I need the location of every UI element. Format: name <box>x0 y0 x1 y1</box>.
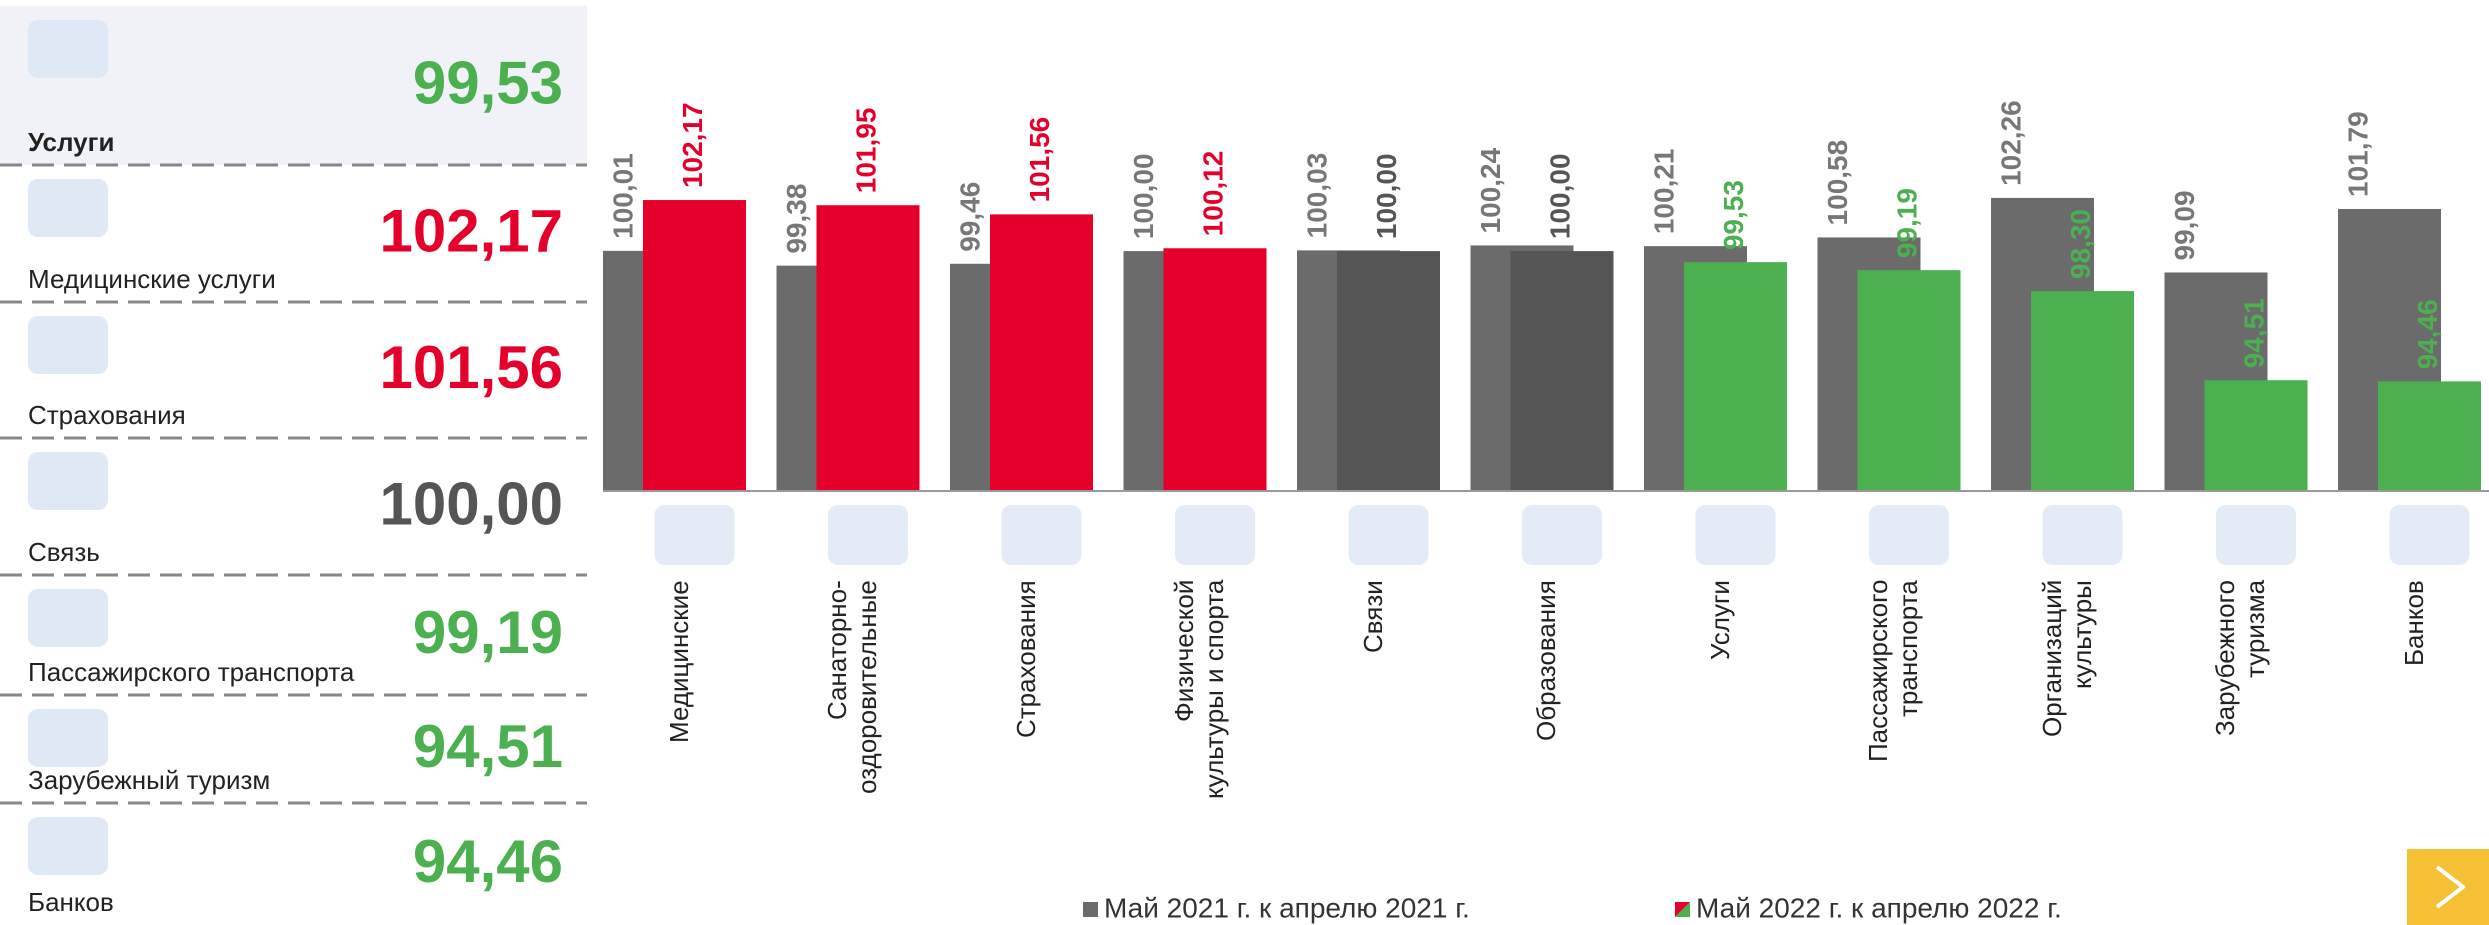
value-label: 101,95 <box>850 108 881 194</box>
panel-icon <box>28 817 108 875</box>
panel-icon <box>28 179 108 237</box>
value-label: 100,00 <box>1128 153 1159 239</box>
value-label: 102,17 <box>677 102 708 188</box>
value-label: 94,51 <box>2238 298 2269 368</box>
legend-swatch <box>1675 902 1690 917</box>
value-label: 101,79 <box>2342 111 2373 197</box>
bar <box>816 205 920 491</box>
bar <box>2204 380 2308 491</box>
x-tick-label: Связи <box>1357 580 1388 653</box>
value-label: 100,01 <box>607 153 638 239</box>
legend-label: Май 2022 г. к апрелю 2022 г. <box>1696 892 2062 923</box>
panel-label: Связь <box>28 537 100 567</box>
value-label: 100,03 <box>1301 153 1332 239</box>
panel-value: 94,51 <box>413 713 563 780</box>
panel-label: Банков <box>28 887 114 917</box>
x-tick-label: Медицинские <box>663 580 694 743</box>
category-icon <box>1001 505 1082 565</box>
panel-label: Зарубежный туризм <box>28 765 270 795</box>
legend-swatch <box>1083 902 1098 917</box>
x-tick-label: Образования <box>1531 580 1561 741</box>
category-icon <box>1348 505 1429 565</box>
panel-value: 101,56 <box>379 334 563 401</box>
chevron-icon <box>2435 865 2467 909</box>
x-tick-label: Банков <box>2398 580 2429 666</box>
value-label: 100,24 <box>1475 147 1506 233</box>
category-icon <box>2042 505 2123 565</box>
x-tick-label: Пассажирского транспорта <box>1863 580 1923 763</box>
panel-label: Пассажирского транспорта <box>28 657 355 687</box>
next-button[interactable] <box>2407 849 2489 925</box>
category-icon <box>2389 505 2470 565</box>
x-tick-label: Зарубежного туризма <box>2210 580 2270 736</box>
category-icon <box>2216 505 2296 565</box>
x-tick-label: Физической культуры и спорта <box>1169 580 1229 800</box>
panel-icon <box>28 316 108 374</box>
x-tick-label: Услуги <box>1704 580 1735 660</box>
panel-label: Страхования <box>28 400 186 430</box>
value-label: 99,19 <box>1891 188 1922 258</box>
value-label: 99,09 <box>2169 190 2200 260</box>
value-label: 101,56 <box>1024 117 1055 203</box>
category-icon <box>1869 505 1949 565</box>
value-label: 98,30 <box>2065 209 2096 279</box>
category-icon <box>654 505 735 565</box>
category-icon <box>1522 505 1602 565</box>
value-label: 100,00 <box>1371 153 1402 239</box>
bar <box>2378 381 2481 491</box>
bar <box>1337 251 1440 491</box>
panel-label: Медицинские услуги <box>28 264 276 294</box>
bar <box>990 214 1093 492</box>
panel-icon <box>28 709 108 767</box>
value-label: 94,46 <box>2412 299 2443 369</box>
panel-value: 102,17 <box>379 197 563 264</box>
value-label: 102,26 <box>1995 100 2026 186</box>
bar <box>643 200 746 492</box>
value-label: 100,00 <box>1544 153 1575 239</box>
panel-value: 99,53 <box>413 49 563 116</box>
x-tick-label: Организаций культуры <box>2036 580 2097 738</box>
panel-icon <box>28 452 108 510</box>
bar <box>1684 262 1787 491</box>
value-label: 100,21 <box>1648 149 1679 235</box>
bar <box>1163 248 1267 491</box>
panel-icon <box>28 589 108 647</box>
panel-label: Услуги <box>28 127 114 157</box>
value-label: 100,58 <box>1822 140 1853 226</box>
chevron <box>2435 865 2467 909</box>
x-tick-label: Санаторно- оздоровительные <box>822 580 882 794</box>
legend-label: Май 2021 г. к апрелю 2021 г. <box>1104 892 1470 923</box>
value-label: 99,38 <box>781 184 812 254</box>
panel-value: 94,46 <box>413 828 563 895</box>
panel-value: 100,00 <box>379 470 563 537</box>
bar <box>1510 251 1614 491</box>
value-label: 99,46 <box>954 182 985 252</box>
bar <box>1857 270 1961 491</box>
category-icon <box>1695 505 1776 565</box>
panel-icon <box>28 20 108 78</box>
x-tick-label: Страхования <box>1010 580 1041 738</box>
value-label: 99,53 <box>1718 180 1749 250</box>
category-icon <box>1175 505 1255 565</box>
bar <box>2031 291 2134 491</box>
category-icon <box>828 505 908 565</box>
panel-value: 99,19 <box>413 599 563 666</box>
value-label: 100,12 <box>1197 151 1228 237</box>
